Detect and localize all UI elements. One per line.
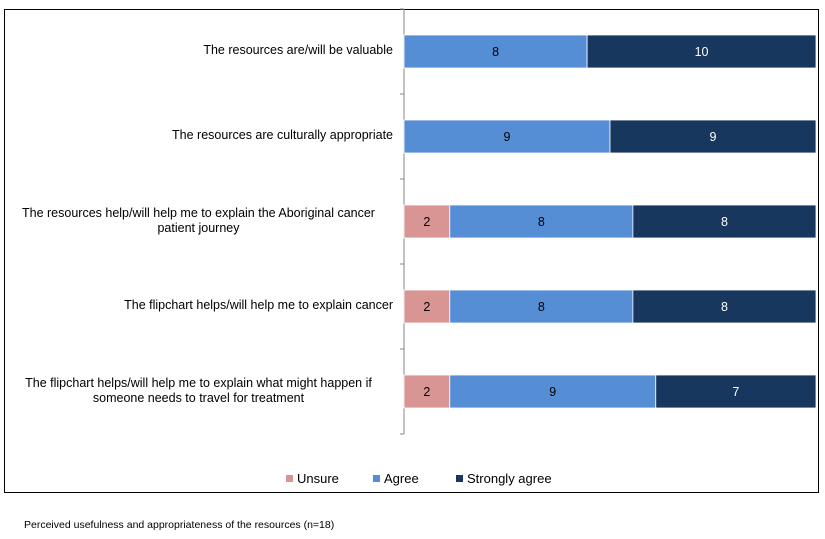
data-label: 7 (732, 385, 739, 399)
legend-item-unsure: Unsure (286, 471, 339, 486)
bar-segment-unsure (403, 374, 451, 409)
data-label: 8 (538, 215, 545, 229)
data-label: 10 (695, 45, 709, 59)
data-label: 8 (721, 300, 728, 314)
bar-segment-strongly-agree (655, 374, 817, 409)
bar-segment-agree (449, 289, 634, 324)
bar-segment-agree (403, 34, 588, 69)
legend-swatch-unsure (286, 475, 293, 482)
legend-item-strongly-agree: Strongly agree (456, 471, 552, 486)
figure-caption: Perceived usefulness and appropriateness… (24, 519, 335, 531)
category-label: The flipchart helps/will help me to expl… (4, 376, 393, 406)
category-label-line: The flipchart helps/will help me to expl… (124, 298, 393, 312)
bar-segment-unsure (403, 289, 451, 324)
legend-item-agree: Agree (373, 471, 419, 486)
legend: Unsure Agree Strongly agree (0, 471, 825, 489)
category-label: The flipchart helps/will help me to expl… (4, 298, 393, 313)
data-label: 9 (504, 130, 511, 144)
category-label-line: patient journey (157, 220, 240, 235)
category-label-line: The resources are culturally appropriate (172, 128, 393, 142)
data-label: 2 (423, 300, 430, 314)
legend-label-unsure: Unsure (297, 471, 339, 486)
bar-segment-strongly-agree (586, 34, 817, 69)
category-label-line: someone needs to travel for treatment (92, 390, 305, 405)
data-label: 8 (538, 300, 545, 314)
bar-segment-strongly-agree (632, 204, 817, 239)
bar-segment-strongly-agree (609, 119, 817, 154)
data-label: 8 (721, 215, 728, 229)
bar-segment-unsure (403, 204, 451, 239)
data-label: 9 (710, 130, 717, 144)
bar-segment-strongly-agree (632, 289, 817, 324)
legend-swatch-agree (373, 475, 380, 482)
legend-label-agree: Agree (384, 471, 419, 486)
category-label-line: The flipchart helps/will help me to expl… (25, 375, 372, 390)
legend-swatch-strongly-agree (456, 475, 463, 482)
data-label: 9 (549, 385, 556, 399)
category-label-line: The resources help/will help me to expla… (22, 205, 375, 220)
data-label: 2 (423, 215, 430, 229)
category-label: The resources are/will be valuable (4, 43, 393, 58)
data-label: 8 (492, 45, 499, 59)
category-label: The resources are culturally appropriate (4, 128, 393, 143)
bar-segment-agree (449, 374, 657, 409)
category-label-line: The resources are/will be valuable (203, 43, 393, 57)
chart-frame (4, 9, 819, 493)
data-label: 2 (423, 385, 430, 399)
category-label: The resources help/will help me to expla… (4, 206, 393, 236)
legend-label-strongly-agree: Strongly agree (467, 471, 552, 486)
bar-segment-agree (403, 119, 611, 154)
